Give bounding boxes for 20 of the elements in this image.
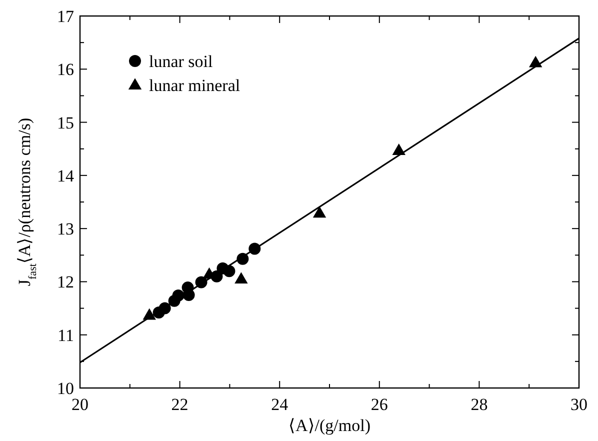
y-tick-label: 13 — [57, 220, 74, 239]
legend-label: lunar mineral — [149, 76, 240, 95]
x-tick-label: 20 — [72, 395, 88, 414]
x-axis-title: ⟨A⟩/(g/mol) — [288, 416, 370, 435]
y-tick-label: 17 — [57, 7, 74, 26]
point — [392, 144, 406, 155]
x-tick-label: 22 — [171, 395, 188, 414]
point — [312, 206, 326, 218]
x-tick-label: 30 — [570, 395, 588, 414]
x-tick-label: 26 — [370, 395, 388, 414]
legend-label: lunar soil — [149, 52, 214, 71]
y-tick-label: 11 — [58, 326, 74, 345]
point — [234, 272, 248, 284]
y-tick-label: 12 — [57, 272, 74, 292]
y-tick-label: 16 — [57, 60, 74, 80]
y-tick-label: 14 — [57, 166, 74, 186]
y-tick-label: 10 — [57, 379, 74, 398]
x-tick-label: 28 — [470, 395, 488, 414]
x-tick-label: 24 — [271, 395, 289, 414]
y-tick-label: 15 — [57, 113, 74, 132]
